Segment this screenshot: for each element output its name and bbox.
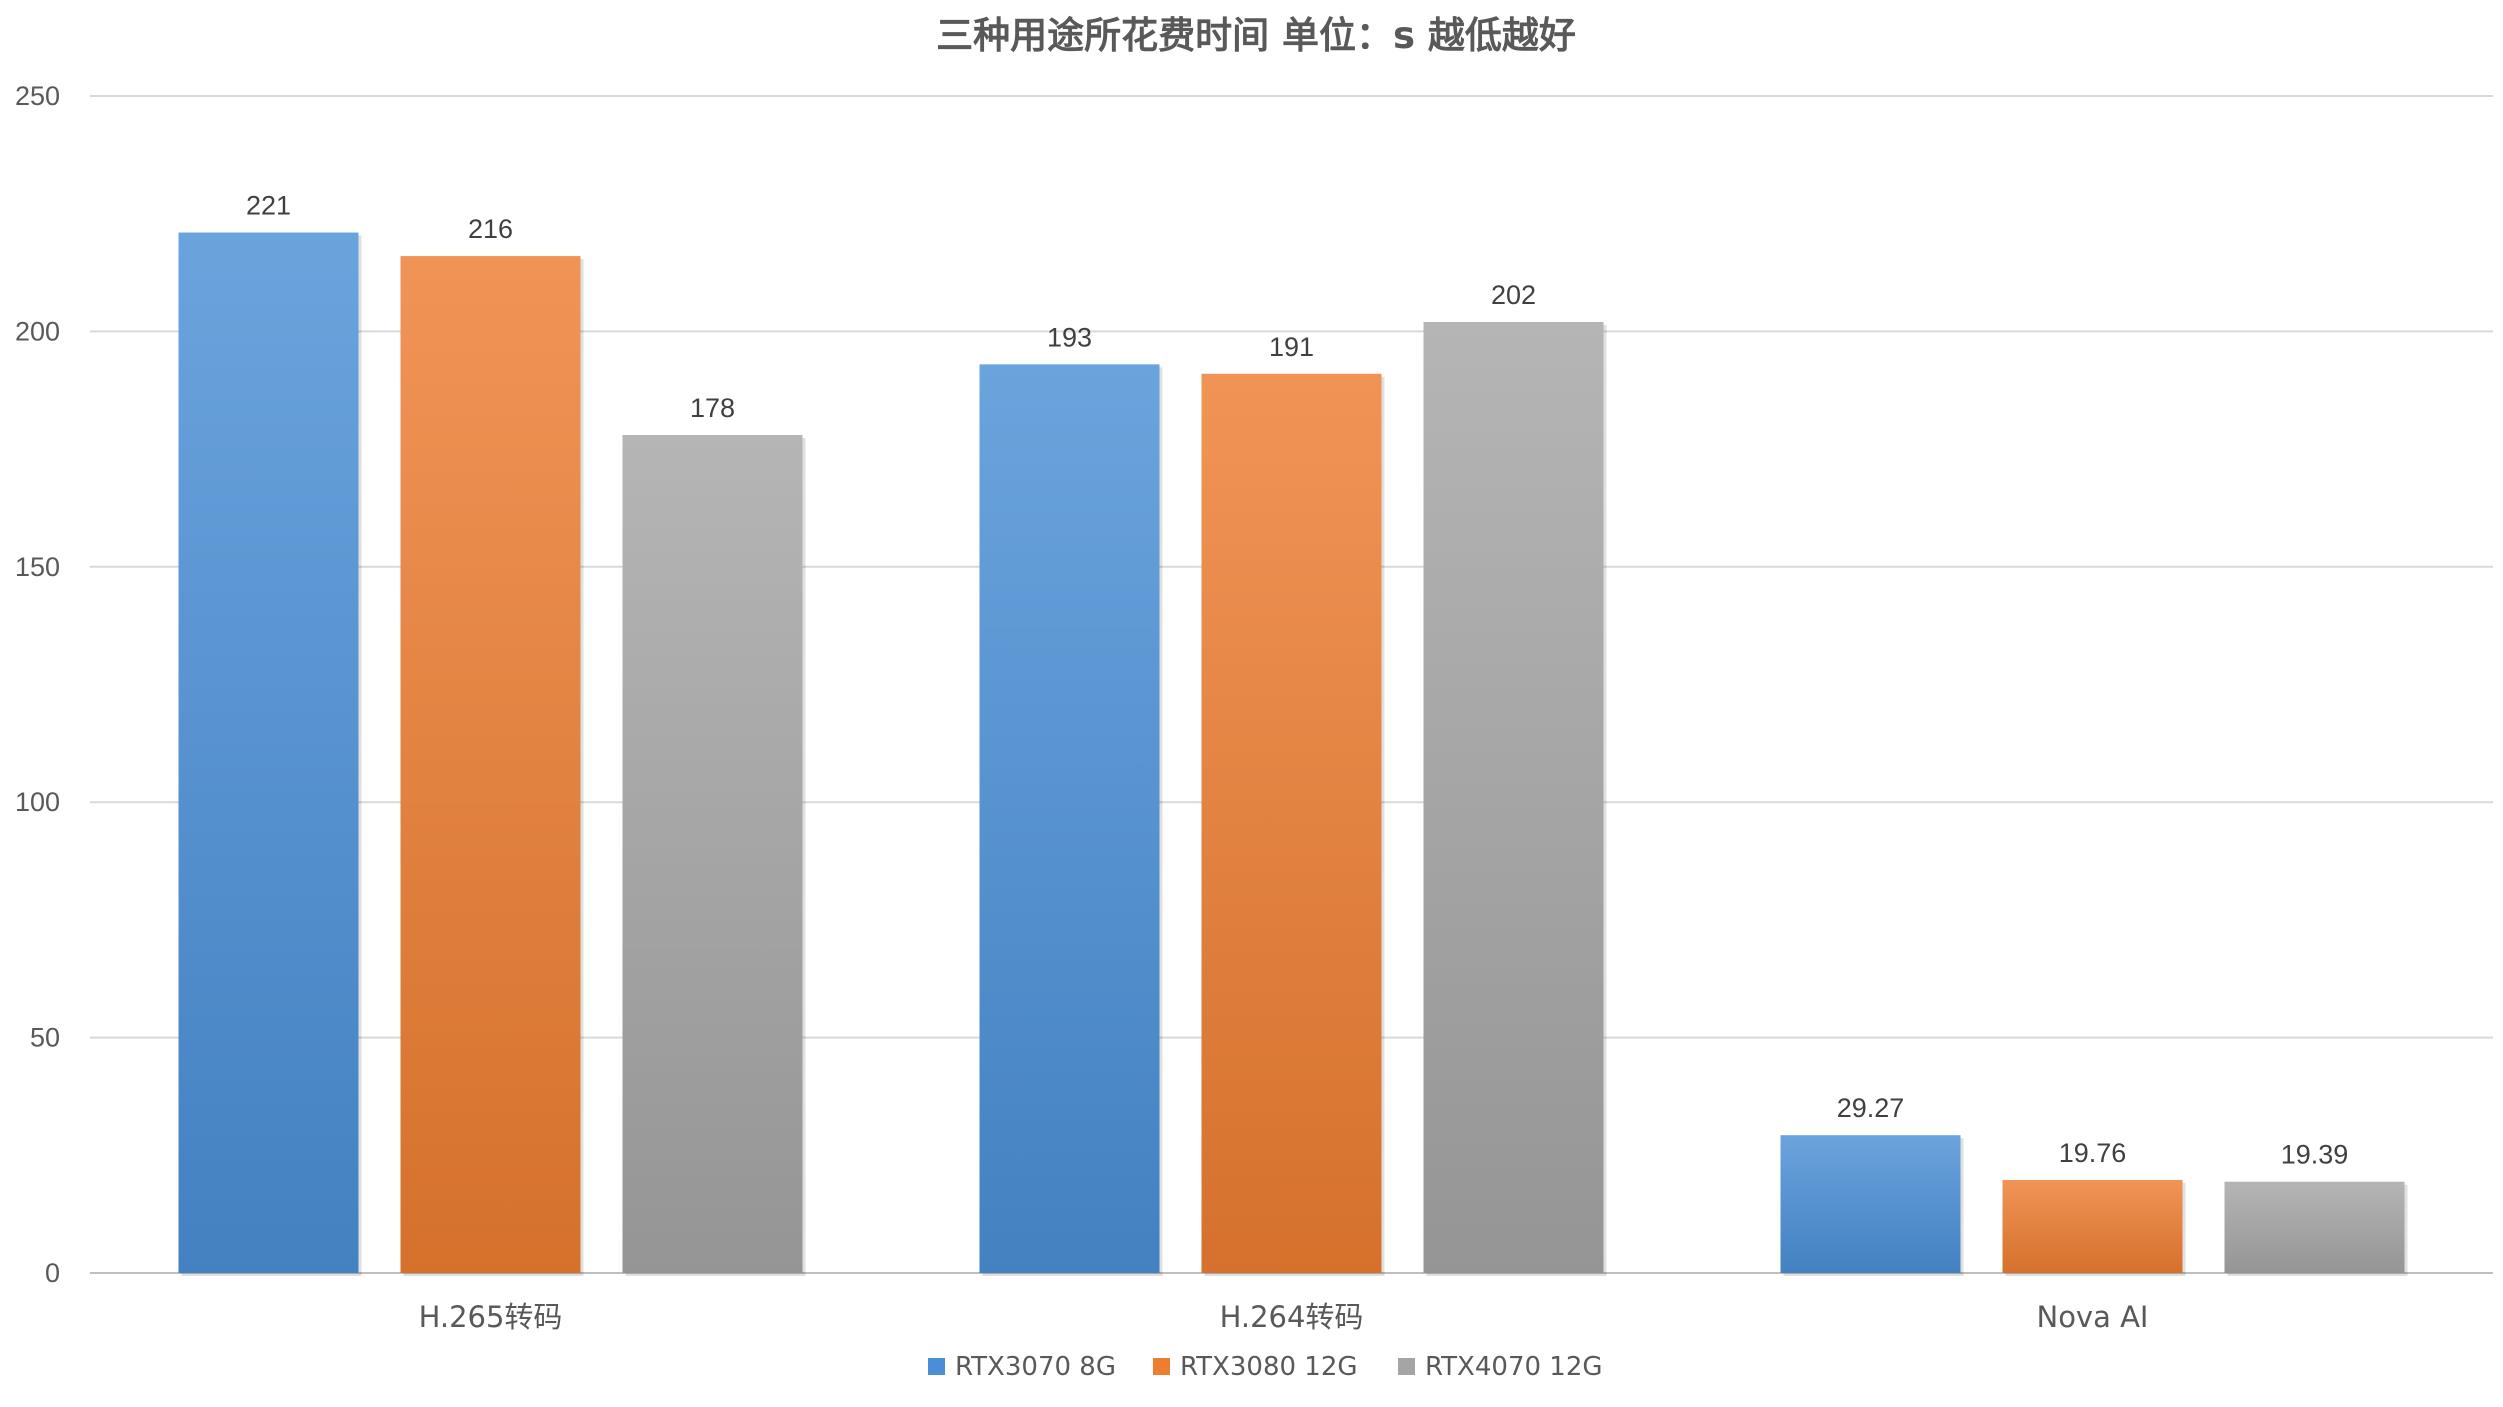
data-label: 19.39 bbox=[2281, 1140, 2349, 1170]
legend-swatch bbox=[1398, 1358, 1415, 1375]
bar bbox=[2224, 1181, 2405, 1273]
y-tick-label: 250 bbox=[15, 81, 60, 111]
data-label: 178 bbox=[690, 393, 735, 423]
y-axis: 0 50 100 150 200 250 bbox=[15, 81, 60, 1288]
bar bbox=[400, 256, 581, 1273]
x-tick-label: H.265转码 bbox=[419, 1300, 563, 1334]
bar bbox=[622, 434, 803, 1273]
x-tick-label: Nova AI bbox=[2037, 1300, 2149, 1334]
data-label: 29.27 bbox=[1837, 1093, 1905, 1123]
chart-title: 三种用途所花费时间 单位：s 越低越好 bbox=[936, 14, 1576, 57]
y-tick-label: 0 bbox=[45, 1258, 60, 1288]
bar bbox=[1423, 321, 1604, 1273]
bars bbox=[178, 232, 2408, 1277]
data-label: 221 bbox=[246, 191, 291, 221]
legend-label: RTX3080 12G bbox=[1180, 1352, 1358, 1382]
bar bbox=[1201, 373, 1382, 1274]
data-label: 193 bbox=[1047, 322, 1092, 352]
data-label: 216 bbox=[468, 214, 513, 244]
bar bbox=[979, 364, 1160, 1274]
x-axis: H.265转码 H.264转码 Nova AI bbox=[419, 1300, 2149, 1334]
legend-swatch bbox=[1153, 1358, 1170, 1375]
legend-label: RTX3070 8G bbox=[955, 1352, 1116, 1382]
legend-label: RTX4070 12G bbox=[1425, 1352, 1603, 1382]
data-labels: 221 216 178 193 191 202 29.27 19.76 19.39 bbox=[246, 191, 2348, 1170]
data-label: 191 bbox=[1269, 332, 1314, 362]
y-tick-label: 150 bbox=[15, 552, 60, 582]
bar bbox=[2002, 1179, 2183, 1273]
y-tick-label: 200 bbox=[15, 316, 60, 346]
data-label: 202 bbox=[1491, 280, 1536, 310]
y-tick-label: 50 bbox=[30, 1023, 60, 1053]
data-label: 19.76 bbox=[2059, 1138, 2127, 1168]
y-tick-label: 100 bbox=[15, 787, 60, 817]
bar bbox=[1780, 1135, 1961, 1273]
bar bbox=[178, 232, 359, 1274]
x-tick-label: H.264转码 bbox=[1220, 1300, 1364, 1334]
legend-swatch bbox=[928, 1358, 945, 1375]
legend: RTX3070 8G RTX3080 12G RTX4070 12G bbox=[928, 1352, 1603, 1382]
